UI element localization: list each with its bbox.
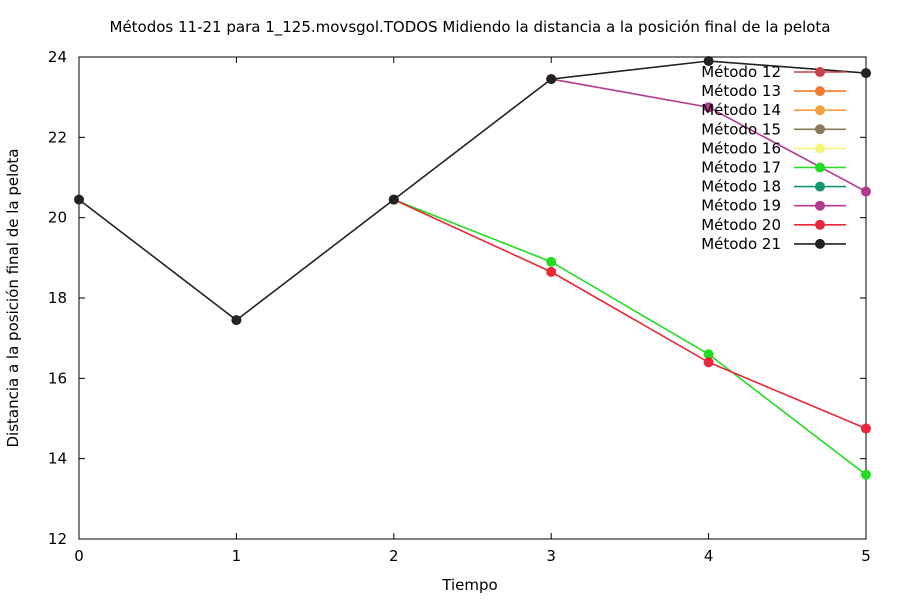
x-tick-label: 4 — [704, 547, 714, 565]
legend-swatch-marker — [815, 162, 825, 173]
data-point — [703, 357, 714, 368]
x-tick-label: 3 — [546, 547, 556, 565]
y-tick-label: 20 — [48, 209, 67, 227]
legend-label: Método 13 — [701, 82, 781, 100]
series-line-20 — [393, 198, 867, 430]
y-tick-label: 12 — [48, 530, 67, 548]
data-point — [703, 102, 714, 113]
legend-swatch-marker — [815, 86, 825, 97]
data-point — [861, 186, 871, 197]
legend-swatch-marker — [815, 200, 825, 211]
legend-label: Método 12 — [701, 63, 781, 81]
legend-swatch-marker — [815, 238, 825, 249]
data-point — [861, 68, 871, 79]
legend-swatch-marker — [815, 67, 825, 77]
data-point — [861, 469, 871, 480]
series-line-21 — [78, 60, 867, 322]
x-axis-label: Tiempo — [441, 576, 497, 594]
legend-label: Método 16 — [701, 139, 781, 157]
x-tick-label: 2 — [389, 547, 399, 565]
data-point — [546, 266, 557, 277]
legend-label: Método 17 — [701, 159, 781, 177]
y-tick-label: 14 — [48, 450, 67, 468]
y-axis-ticks: 12 14 16 18 20 22 24 — [48, 48, 866, 548]
data-point — [546, 256, 557, 267]
data-point — [231, 315, 242, 326]
data-point — [388, 194, 399, 205]
legend-label: Método 15 — [701, 120, 781, 138]
series-line-17 — [393, 198, 867, 476]
data-point — [703, 56, 714, 67]
y-tick-label: 18 — [48, 289, 67, 307]
series-group — [74, 56, 871, 480]
legend-label: Método 18 — [701, 178, 781, 196]
legend-swatch-marker — [815, 124, 825, 135]
legend-label: Método 21 — [701, 235, 781, 253]
data-point — [861, 423, 871, 434]
y-tick-label: 16 — [48, 369, 67, 387]
chart-title: Métodos 11-21 para 1_125.movsgol.TODOS M… — [110, 18, 831, 37]
legend-swatch-marker — [815, 219, 825, 230]
y-tick-label: 22 — [48, 128, 67, 146]
legend-label: Método 20 — [701, 216, 781, 234]
y-tick-label: 24 — [48, 48, 67, 66]
data-point — [74, 194, 84, 205]
legend-label: Método 19 — [701, 197, 781, 215]
x-tick-label: 1 — [232, 547, 242, 565]
data-point — [703, 349, 714, 360]
x-tick-label: 5 — [861, 547, 871, 565]
legend-label: Método 14 — [701, 101, 781, 119]
y-axis-label: Distancia a la posición final de la pelo… — [4, 148, 22, 447]
legend-swatch-marker — [815, 105, 825, 116]
x-tick-label: 0 — [74, 547, 84, 565]
legend-swatch-marker — [815, 143, 825, 154]
data-point — [546, 74, 557, 85]
legend-swatch-marker — [815, 181, 825, 192]
